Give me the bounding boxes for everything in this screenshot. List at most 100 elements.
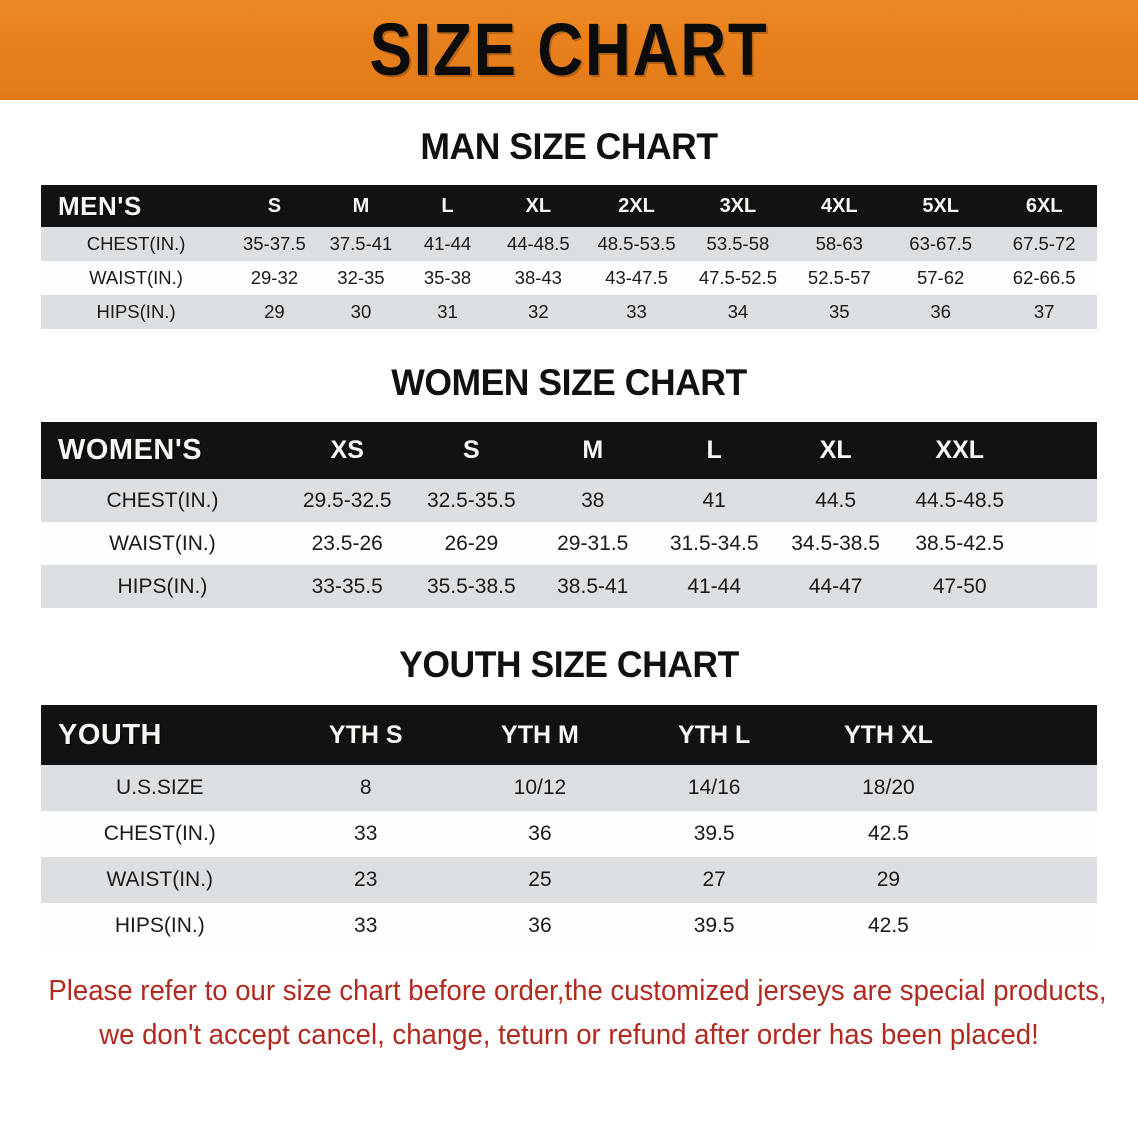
- table-row: HIPS(IN.) 29 30 31 32 33 34 35 36 37: [41, 295, 1097, 329]
- table-row: HIPS(IN.) 33-35.5 35.5-38.5 38.5-41 41-4…: [41, 565, 1097, 608]
- man-header-row: MEN'S S M L XL 2XL 3XL 4XL 5XL 6XL: [41, 185, 1097, 227]
- page-title: SIZE CHART: [369, 8, 769, 91]
- man-hips-4xl: 35: [828, 301, 850, 322]
- table-row: WAIST(IN.) 23.5-26 26-29 29-31.5 31.5-34…: [41, 522, 1097, 565]
- man-size-col-s: S: [267, 194, 282, 217]
- youth-hips-xl: 42.5: [867, 914, 909, 937]
- man-size-col-4xl: 4XL: [820, 194, 858, 217]
- women-hips-s: 35.5-38.5: [426, 574, 516, 598]
- women-row-spacer: [1023, 565, 1097, 608]
- women-hips-xs: 33-35.5: [311, 574, 383, 598]
- youth-table-header: YOUTH YTH S YTH M YTH L YTH XL: [41, 705, 1097, 765]
- women-chest-l: 41: [702, 488, 726, 512]
- women-table-body: CHEST(IN.) 29.5-32.5 32.5-35.5 38 41 44.…: [41, 479, 1097, 608]
- women-size-col-s: S: [462, 436, 480, 464]
- women-waist-m: 29-31.5: [557, 531, 629, 555]
- youth-us-size-m: 10/12: [513, 776, 567, 799]
- table-row: WAIST(IN.) 29-32 32-35 35-38 38-43 43-47…: [41, 261, 1097, 295]
- women-row-label-chest: CHEST(IN.): [106, 488, 219, 512]
- man-waist-xl: 38-43: [514, 267, 562, 288]
- youth-row-spacer: [976, 765, 1097, 811]
- man-waist-2xl: 43-47.5: [605, 267, 668, 288]
- man-chest-m: 37.5-41: [329, 233, 393, 254]
- youth-waist-s: 23: [354, 868, 378, 891]
- table-row: HIPS(IN.) 33 36 39.5 42.5: [41, 903, 1097, 949]
- man-table-body: CHEST(IN.) 35-37.5 37.5-41 41-44 44-48.5…: [41, 227, 1097, 329]
- man-size-col-m: M: [352, 194, 370, 217]
- man-waist-l: 35-38: [423, 267, 472, 288]
- table-row: CHEST(IN.) 33 36 39.5 42.5: [41, 811, 1097, 857]
- youth-row-spacer: [976, 811, 1097, 857]
- man-waist-m: 32-35: [337, 267, 385, 288]
- man-chest-6xl: 67.5-72: [1012, 233, 1076, 254]
- man-chest-2xl: 48.5-53.5: [597, 233, 676, 254]
- women-row-spacer: [1023, 522, 1097, 565]
- man-hips-xl: 32: [528, 301, 549, 322]
- man-hips-l: 31: [437, 301, 458, 322]
- disclaimer-line-1: Please refer to our size chart before or…: [48, 975, 1107, 1007]
- man-size-col-xl: XL: [525, 194, 552, 217]
- women-row-label-waist: WAIST(IN.): [109, 531, 216, 555]
- youth-section-title: YOUTH SIZE CHART: [399, 644, 739, 685]
- women-chest-s: 32.5-35.5: [426, 488, 516, 512]
- youth-header-spacer: [976, 705, 1097, 765]
- women-table-header: WOMEN'S XS S M L XL XXL: [41, 422, 1097, 479]
- youth-size-table: YOUTH YTH S YTH M YTH L YTH XL U.S.SIZE …: [41, 705, 1097, 949]
- man-size-col-6xl: 6XL: [1025, 194, 1063, 217]
- page-header-banner: SIZE CHART: [0, 0, 1138, 100]
- man-waist-6xl: 62-66.5: [1012, 267, 1076, 288]
- man-chest-5xl: 63-67.5: [909, 233, 973, 254]
- man-waist-5xl: 57-62: [916, 267, 965, 288]
- man-hips-5xl: 36: [930, 301, 951, 322]
- youth-row-spacer: [976, 903, 1097, 949]
- youth-us-size-s: 8: [359, 776, 372, 799]
- women-size-col-xxl: XXL: [935, 436, 985, 464]
- man-size-col-l: L: [441, 194, 454, 217]
- women-hips-l: 41-44: [687, 574, 742, 598]
- man-table-header: MEN'S S M L XL 2XL 3XL 4XL 5XL 6XL: [41, 185, 1097, 227]
- man-waist-s: 29-32: [250, 267, 299, 288]
- youth-us-size-xl: 18/20: [862, 776, 915, 799]
- youth-size-col-yth-l: YTH L: [678, 720, 751, 749]
- women-hips-m: 38.5-41: [557, 574, 629, 598]
- man-chest-s: 35-37.5: [242, 233, 306, 254]
- women-row-spacer: [1023, 479, 1097, 522]
- man-chest-l: 41-44: [423, 233, 472, 254]
- women-waist-s: 26-29: [444, 531, 499, 555]
- women-waist-xl: 34.5-38.5: [791, 531, 880, 555]
- table-row: CHEST(IN.) 35-37.5 37.5-41 41-44 44-48.5…: [41, 227, 1097, 261]
- women-size-col-m: M: [582, 436, 604, 464]
- women-hips-xxl: 47-50: [932, 574, 987, 598]
- youth-chest-m: 36: [528, 822, 552, 845]
- women-size-table: WOMEN'S XS S M L XL XXL CHEST(IN.) 29.5-…: [41, 422, 1097, 608]
- man-size-col-5xl: 5XL: [922, 194, 959, 217]
- women-header-spacer: [1023, 422, 1097, 479]
- women-size-table-wrapper: WOMEN'S XS S M L XL XXL CHEST(IN.) 29.5-…: [41, 422, 1097, 608]
- youth-hips-s: 33: [354, 914, 378, 937]
- youth-size-col-yth-s: YTH S: [328, 720, 403, 749]
- table-row: U.S.SIZE 8 10/12 14/16 18/20: [41, 765, 1097, 811]
- youth-header-row: YOUTH YTH S YTH M YTH L YTH XL: [41, 705, 1097, 765]
- man-row-label-hips: HIPS(IN.): [96, 301, 176, 322]
- youth-row-label-hips: HIPS(IN.): [114, 914, 205, 937]
- women-chest-m: 38: [581, 488, 605, 512]
- man-hips-3xl: 34: [727, 301, 749, 322]
- man-size-col-2xl: 2XL: [618, 194, 655, 217]
- youth-table-body: U.S.SIZE 8 10/12 14/16 18/20 CHEST(IN.) …: [41, 765, 1097, 949]
- youth-chest-l: 39.5: [693, 822, 735, 845]
- man-hips-s: 29: [264, 301, 285, 322]
- women-size-col-l: L: [706, 436, 722, 464]
- man-section-title: MAN SIZE CHART: [420, 126, 718, 167]
- youth-chest-xl: 42.5: [867, 822, 909, 845]
- youth-hips-m: 36: [528, 914, 552, 937]
- youth-waist-m: 25: [528, 868, 552, 891]
- man-waist-3xl: 47.5-52.5: [698, 267, 777, 288]
- youth-size-table-wrapper: YOUTH YTH S YTH M YTH L YTH XL U.S.SIZE …: [41, 705, 1097, 949]
- man-hips-2xl: 33: [626, 301, 647, 322]
- women-corner-label: WOMEN'S: [58, 434, 203, 466]
- youth-size-col-yth-m: YTH M: [501, 720, 579, 749]
- man-row-label-chest: CHEST(IN.): [86, 233, 186, 254]
- youth-row-label-us-size: U.S.SIZE: [116, 776, 204, 799]
- women-chest-xl: 44.5: [815, 488, 857, 512]
- man-size-table: MEN'S S M L XL 2XL 3XL 4XL 5XL 6XL CHEST…: [41, 185, 1097, 329]
